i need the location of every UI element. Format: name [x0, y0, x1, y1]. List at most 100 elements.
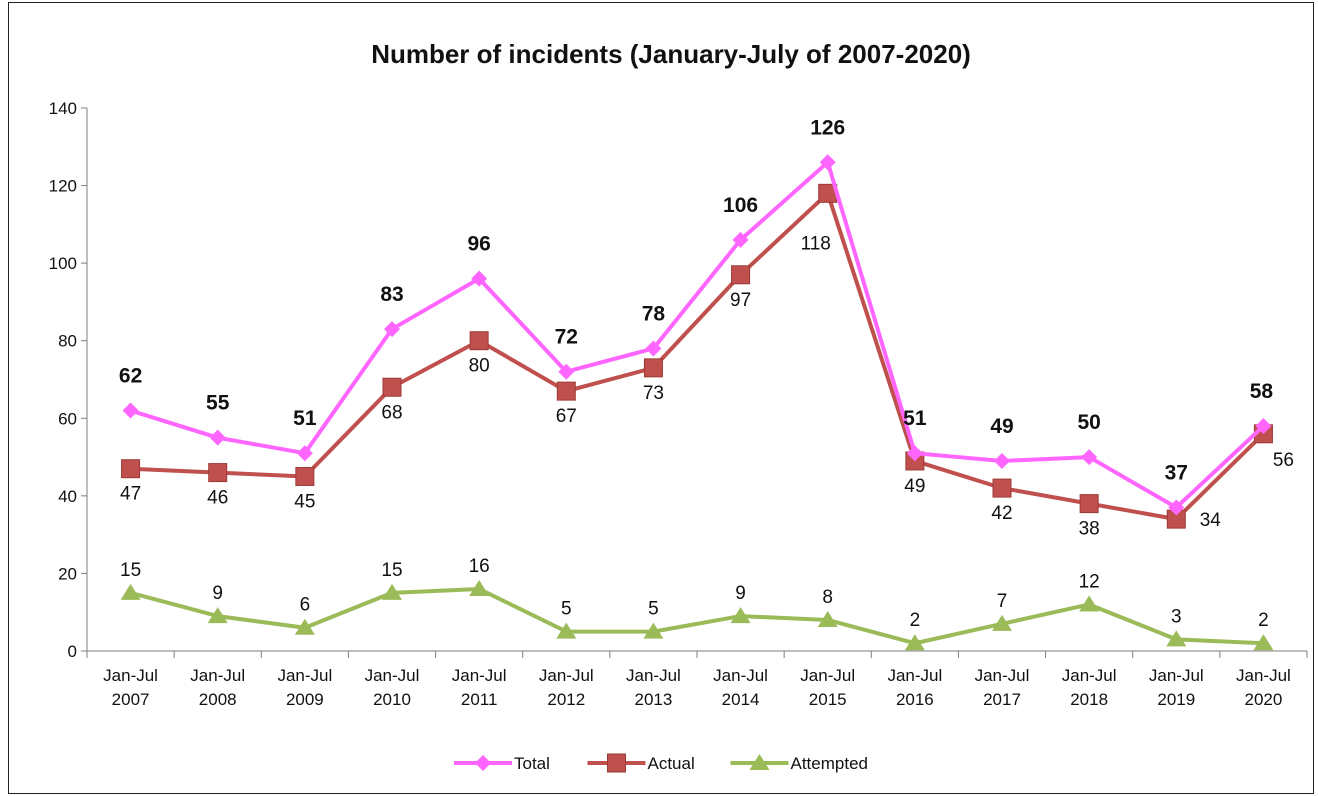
- x-tick-label: Jan-Jul 2010: [365, 666, 420, 709]
- x-tick-label: Jan-Jul 2014: [713, 666, 768, 709]
- series-attempted-point: [120, 583, 141, 600]
- data-label-actual: 34: [1200, 510, 1222, 531]
- series-attempted-point: [1166, 630, 1187, 647]
- data-label-total: 62: [119, 365, 142, 388]
- y-tick-label: 20: [58, 564, 77, 583]
- chart-title: Number of incidents (January-July of 200…: [371, 39, 971, 69]
- series-actual-point: [1079, 494, 1099, 514]
- series-attempted-point: [730, 607, 751, 624]
- x-tick-label: Jan-Jul 2019: [1149, 666, 1204, 709]
- legend-total-marker: [475, 755, 491, 771]
- legend-total-label: Total: [514, 754, 550, 773]
- series-attempted-line: [130, 586, 1264, 646]
- data-label-actual: 45: [294, 491, 315, 512]
- data-label-actual: 38: [1079, 519, 1100, 540]
- series-total-point: [819, 154, 836, 171]
- chart-frame: Number of incidents (January-July of 200…: [8, 2, 1314, 794]
- data-label-total: 58: [1250, 380, 1274, 403]
- data-label-attempted: 5: [648, 599, 659, 620]
- x-tick-label: Jan-Jul 2016: [887, 666, 942, 709]
- data-label-attempted: 12: [1079, 571, 1100, 592]
- data-label-actual: 67: [556, 406, 577, 427]
- y-tick-label: 0: [68, 642, 77, 661]
- series-attempted-point: [643, 622, 664, 639]
- series-attempted-point: [294, 618, 315, 635]
- data-label-total: 55: [206, 392, 230, 415]
- data-label-actual: 73: [643, 383, 664, 404]
- data-label-total: 72: [555, 326, 578, 349]
- data-label-attempted: 9: [735, 583, 746, 604]
- series-total-point: [994, 452, 1010, 469]
- data-label-total: 83: [380, 283, 403, 306]
- data-label-attempted: 15: [381, 560, 402, 581]
- series-total-point: [471, 270, 488, 287]
- series-total-point: [209, 429, 226, 446]
- data-label-total: 51: [903, 407, 927, 430]
- data-label-attempted: 8: [822, 587, 833, 608]
- series-total-point: [384, 321, 400, 338]
- data-label-actual: 80: [469, 356, 490, 377]
- series-total-point: [296, 445, 313, 462]
- series-attempted-point: [1253, 634, 1274, 651]
- data-label-total: 106: [723, 194, 758, 217]
- series-total-point: [906, 445, 923, 462]
- x-tick-label: Jan-Jul 2012: [539, 666, 594, 709]
- series-actual-point: [208, 463, 228, 483]
- series-actual-point: [992, 478, 1012, 498]
- legend-attempted-marker: [749, 754, 770, 770]
- data-label-attempted: 3: [1171, 606, 1182, 627]
- series-total-point: [1255, 418, 1272, 435]
- series-attempted-point: [1079, 595, 1100, 612]
- x-tick-label: Jan-Jul 2020: [1236, 666, 1291, 709]
- data-label-total: 126: [810, 116, 845, 139]
- data-label-total: 50: [1077, 411, 1100, 434]
- data-label-total: 49: [990, 415, 1013, 438]
- data-label-total: 37: [1165, 461, 1188, 484]
- x-tick-label: Jan-Jul 2017: [975, 666, 1030, 709]
- x-tick-label: Jan-Jul 2009: [277, 666, 332, 709]
- series-attempted-point: [556, 622, 577, 639]
- data-label-attempted: 16: [469, 556, 490, 577]
- line-chart: Number of incidents (January-July of 200…: [49, 39, 1308, 773]
- data-label-total: 51: [293, 407, 317, 430]
- series-attempted-point: [992, 614, 1012, 631]
- legend-attempted-label: Attempted: [791, 754, 869, 773]
- series-total-point: [1168, 499, 1185, 516]
- data-label-actual: 47: [120, 484, 141, 505]
- legend: Total Actual Attempted: [454, 753, 869, 773]
- x-tick-label: Jan-Jul 2018: [1062, 666, 1117, 709]
- y-tick-label: 60: [58, 409, 77, 428]
- series-actual-point: [469, 331, 489, 351]
- y-tick-label: 140: [49, 99, 77, 118]
- data-label-total: 96: [467, 233, 490, 256]
- x-tick-label: Jan-Jul 2011: [452, 666, 507, 709]
- series-attempted-point: [817, 610, 838, 627]
- series-attempted-point: [904, 634, 925, 651]
- data-label-actual: 97: [730, 290, 751, 311]
- data-label-attempted: 6: [300, 595, 311, 616]
- series-attempted-point: [382, 583, 402, 600]
- series-actual-line: [130, 191, 1265, 522]
- series-attempted-point: [207, 607, 228, 624]
- series-actual-point: [295, 466, 315, 486]
- series-actual-point: [556, 381, 576, 401]
- y-tick-label: 80: [58, 332, 77, 351]
- data-label-actual: 49: [904, 476, 925, 497]
- data-label-attempted: 2: [910, 610, 921, 631]
- x-tick-label: Jan-Jul 2007: [103, 666, 158, 709]
- axes: 0 20 40 60 80 100 120 140 Jan-Jul 2007 Jan-Jul 2008…: [49, 99, 1308, 709]
- series-total-line: [129, 160, 1265, 510]
- series-actual-point: [731, 265, 751, 285]
- series-layer: [120, 154, 1274, 651]
- series-total-point: [645, 340, 662, 357]
- y-tick-label: 120: [49, 177, 77, 196]
- data-label-actual: 42: [991, 503, 1012, 524]
- y-tick-label: 40: [58, 487, 77, 506]
- data-label-actual: 68: [381, 402, 402, 423]
- series-actual-point: [382, 377, 402, 397]
- data-label-actual: 118: [801, 233, 831, 254]
- data-label-actual: 56: [1273, 450, 1294, 471]
- data-label-attempted: 9: [212, 583, 223, 604]
- data-label-attempted: 7: [997, 591, 1008, 612]
